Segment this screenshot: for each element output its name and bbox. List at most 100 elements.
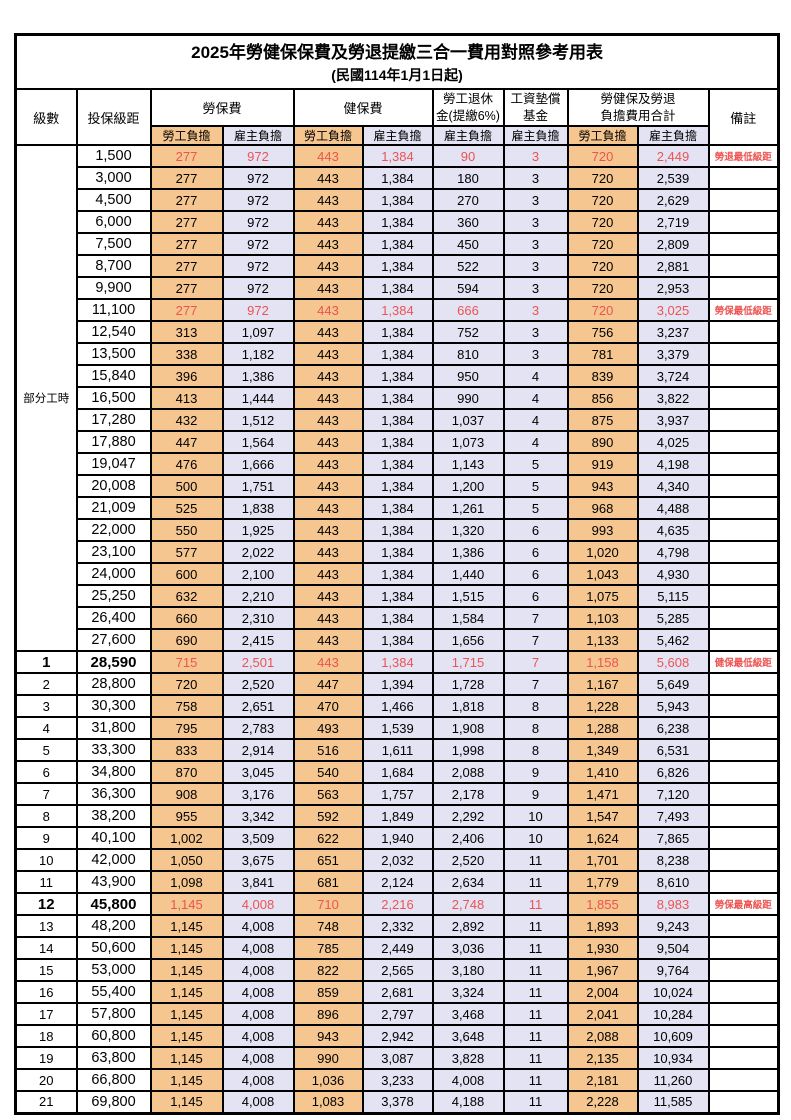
cell-remark xyxy=(707,914,780,938)
cell-total-employer: 6,238 xyxy=(636,716,710,740)
cell-labor-employer: 972 xyxy=(221,210,295,234)
cell-bracket: 23,100 xyxy=(75,540,152,564)
cell-remark xyxy=(707,232,780,256)
cell-total-employee: 1,043 xyxy=(566,562,639,586)
cell-total-employer: 4,930 xyxy=(636,562,710,586)
table-row: 12,540 313 1,097 443 1,384 752 3 756 3,237 xyxy=(16,320,780,344)
cell-labor-employer: 4,008 xyxy=(221,1024,295,1048)
cell-pension-employer: 990 xyxy=(431,386,505,410)
cell-health-employee: 990 xyxy=(292,1046,364,1070)
cell-remark xyxy=(707,320,780,344)
cell-labor-employer: 4,008 xyxy=(221,1090,295,1114)
cell-health-employer: 1,384 xyxy=(361,188,434,212)
cell-remark xyxy=(707,606,780,630)
cell-pension-employer: 1,715 xyxy=(431,650,505,674)
cell-remark: 勞保最高級距 xyxy=(707,892,780,916)
cell-wage-fund-employer: 11 xyxy=(502,936,569,960)
cell-bracket: 17,280 xyxy=(75,408,152,432)
cell-total-employer: 4,025 xyxy=(636,430,710,454)
table-row: 11 43,900 1,098 3,841 681 2,124 2,634 11 1,779 8,… xyxy=(14,870,780,894)
header-total: 勞健保及勞退 負擔費用合計 xyxy=(566,88,710,127)
table-row: 19 63,800 1,145 4,008 990 3,087 3,828 11 2,135 10… xyxy=(14,1046,780,1070)
cell-pension-employer: 3,648 xyxy=(431,1024,505,1048)
cell-pension-employer: 2,178 xyxy=(431,782,505,806)
table-row: 20 66,800 1,145 4,008 1,036 3,233 4,008 11 2,181… xyxy=(14,1068,780,1092)
table-row: 20,008 500 1,751 443 1,384 1,200 5 943 4,340 xyxy=(16,474,780,498)
cell-total-employee: 1,624 xyxy=(566,826,639,850)
cell-remark xyxy=(707,804,780,828)
cell-labor-employer: 1,838 xyxy=(221,496,295,520)
cell-health-employer: 1,384 xyxy=(361,276,434,300)
cell-wage-fund-employer: 3 xyxy=(502,166,569,190)
cell-labor-employer: 2,310 xyxy=(221,606,295,630)
cell-bracket: 11,100 xyxy=(75,298,152,322)
cell-total-employer: 5,649 xyxy=(636,672,710,696)
cell-health-employer: 1,384 xyxy=(361,364,434,388)
cell-bracket: 38,200 xyxy=(75,804,152,828)
cell-total-employee: 1,288 xyxy=(566,716,639,740)
cell-health-employer: 1,384 xyxy=(361,628,434,652)
header-bracket: 投保級距 xyxy=(75,88,152,146)
cell-remark xyxy=(707,716,780,740)
table-row: 13 48,200 1,145 4,008 748 2,332 2,892 11 1,893 9,… xyxy=(14,914,780,938)
cell-labor-employee: 1,145 xyxy=(149,892,224,916)
cell-bracket: 55,400 xyxy=(75,980,152,1004)
cell-labor-employee: 795 xyxy=(149,716,224,740)
cell-health-employer: 1,384 xyxy=(361,232,434,256)
cell-wage-fund-employer: 3 xyxy=(502,232,569,256)
cell-health-employee: 443 xyxy=(292,496,364,520)
cell-labor-employer: 972 xyxy=(221,232,295,256)
cell-health-employer: 1,384 xyxy=(361,210,434,234)
cell-health-employer: 1,384 xyxy=(361,254,434,278)
cell-remark xyxy=(707,518,780,542)
cell-health-employer: 1,466 xyxy=(361,694,434,718)
cell-labor-employee: 500 xyxy=(149,474,224,498)
table-row: 部分工時 1,500 277 972 443 1,384 90 3 720 2,449 勞退最低級距 xyxy=(14,144,780,652)
cell-total-employer: 4,340 xyxy=(636,474,710,498)
cell-labor-employee: 833 xyxy=(149,738,224,762)
cell-labor-employer: 2,100 xyxy=(221,562,295,586)
cell-bracket: 63,800 xyxy=(75,1046,152,1070)
cell-bracket: 17,880 xyxy=(75,430,152,454)
cell-health-employer: 1,384 xyxy=(361,342,434,366)
header-pension-line1: 勞工退休 xyxy=(442,91,493,106)
cell-labor-employee: 908 xyxy=(149,782,224,806)
cell-level: 4 xyxy=(14,716,78,740)
cell-health-employer: 2,332 xyxy=(361,914,434,938)
table-row: 15,840 396 1,386 443 1,384 950 4 839 3,724 xyxy=(16,364,780,388)
cell-total-employee: 1,228 xyxy=(566,694,639,718)
cell-level: 13 xyxy=(14,914,78,938)
cell-labor-employer: 4,008 xyxy=(221,1046,295,1070)
cell-total-employee: 1,349 xyxy=(566,738,639,762)
table-row: 3,000 277 972 443 1,384 180 3 720 2,539 xyxy=(16,166,780,190)
cell-labor-employer: 2,022 xyxy=(221,540,295,564)
cell-health-employer: 2,032 xyxy=(361,848,434,872)
cell-pension-employer: 3,180 xyxy=(431,958,505,982)
cell-labor-employee: 1,145 xyxy=(149,1090,224,1114)
cell-labor-employee: 955 xyxy=(149,804,224,828)
cell-labor-employee: 1,050 xyxy=(149,848,224,872)
cell-wage-fund-employer: 4 xyxy=(502,364,569,388)
cell-total-employee: 720 xyxy=(566,166,639,190)
cell-remark xyxy=(707,188,780,212)
cell-health-employer: 1,384 xyxy=(361,540,434,564)
cell-wage-fund-employer: 8 xyxy=(502,716,569,740)
cell-health-employee: 443 xyxy=(292,276,364,300)
cell-remark xyxy=(707,1090,780,1114)
cell-health-employer: 2,942 xyxy=(361,1024,434,1048)
cell-pension-employer: 3,828 xyxy=(431,1046,505,1070)
cell-labor-employee: 277 xyxy=(149,144,224,168)
cell-labor-employer: 1,751 xyxy=(221,474,295,498)
cell-wage-fund-employer: 3 xyxy=(502,188,569,212)
cell-total-employer: 3,237 xyxy=(636,320,710,344)
cell-health-employee: 540 xyxy=(292,760,364,784)
cell-bracket: 7,500 xyxy=(75,232,152,256)
cell-health-employee: 447 xyxy=(292,672,364,696)
header-level: 級數 xyxy=(14,88,78,146)
cell-wage-fund-employer: 3 xyxy=(502,254,569,278)
cell-pension-employer: 1,200 xyxy=(431,474,505,498)
cell-health-employer: 1,384 xyxy=(361,144,434,168)
cell-labor-employee: 313 xyxy=(149,320,224,344)
cell-total-employer: 6,826 xyxy=(636,760,710,784)
cell-pension-employer: 1,037 xyxy=(431,408,505,432)
